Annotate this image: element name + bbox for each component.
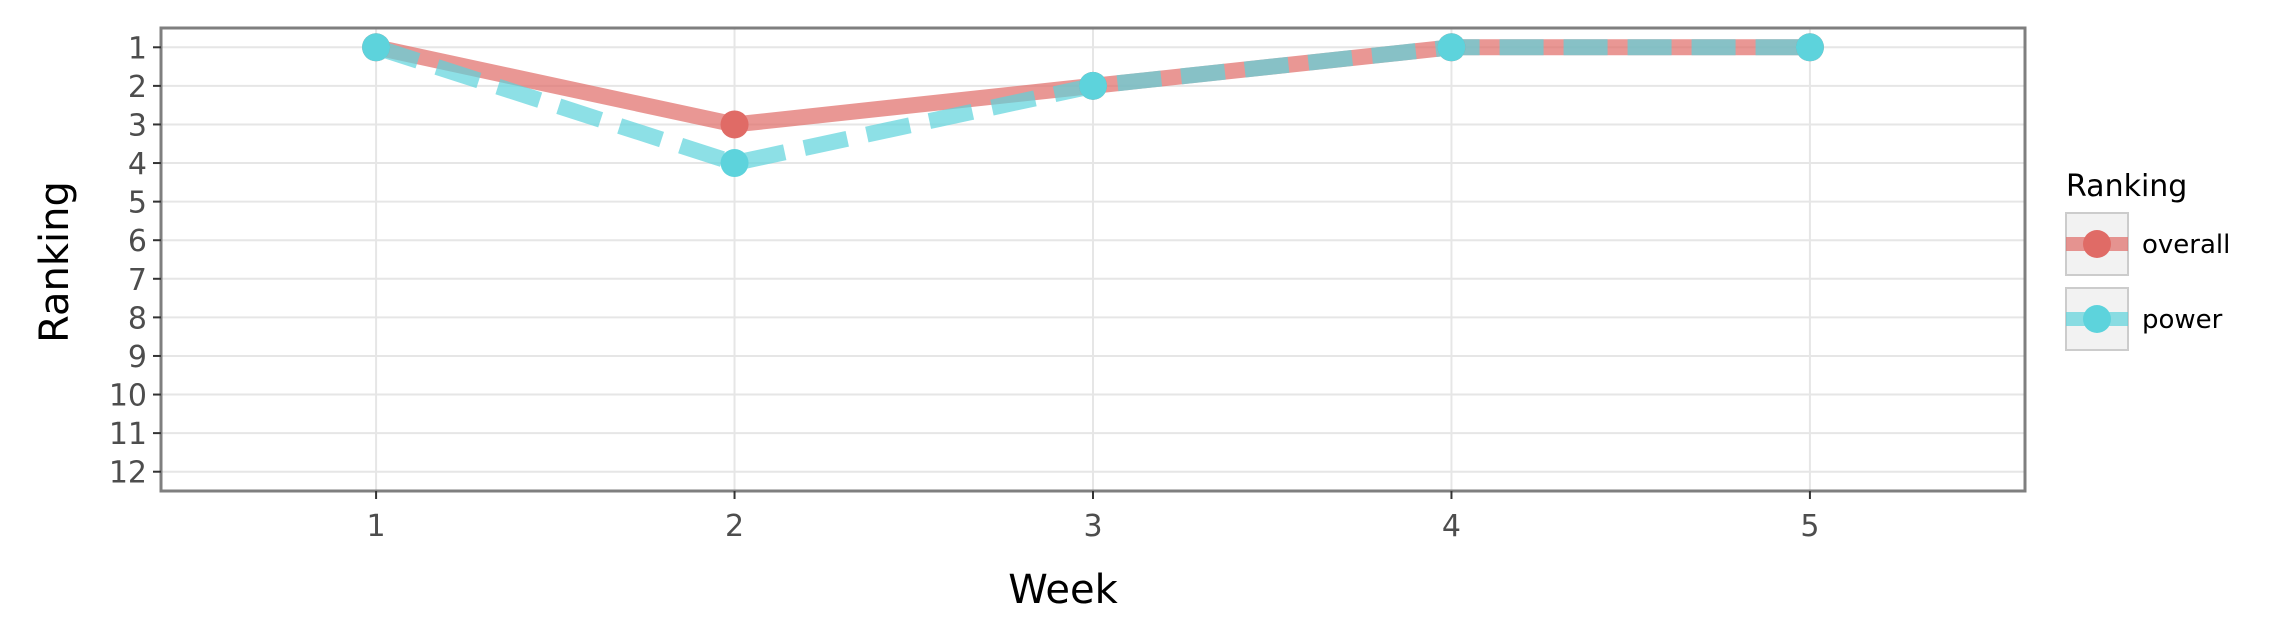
legend-label: power: [2142, 305, 2223, 335]
y-axis-title: Ranking: [32, 181, 78, 343]
legend-title: Ranking: [2066, 169, 2187, 204]
legend-label: overall: [2142, 230, 2230, 260]
data-point-overall: [720, 110, 749, 139]
x-tick-label: 2: [725, 509, 744, 544]
grid-lines: [161, 28, 2025, 491]
x-tick-label: 5: [1800, 509, 1819, 544]
data-point-power: [1079, 71, 1107, 100]
legend-item-overall: overall: [2065, 212, 2230, 276]
y-tick-label: 9: [128, 340, 147, 375]
legend-items: overall power: [2065, 212, 2230, 351]
y-tick-label: 7: [128, 263, 147, 298]
y-tick-label: 6: [128, 224, 147, 259]
legend: Ranking overall power: [2065, 169, 2230, 351]
series-points: [362, 33, 1824, 178]
data-point-power: [1437, 33, 1466, 62]
data-point-power: [362, 33, 391, 62]
y-tick-label: 11: [109, 417, 147, 452]
x-axis-ticks: 1 2 3 4 5: [367, 491, 1819, 544]
x-tick-label: 1: [367, 509, 386, 544]
y-tick-label: 8: [128, 301, 147, 336]
x-axis-title: Week: [1008, 567, 1118, 613]
x-tick-label: 3: [1083, 509, 1102, 544]
y-tick-label: 12: [109, 456, 147, 491]
y-tick-label: 4: [128, 147, 147, 182]
y-tick-label: 2: [128, 70, 147, 105]
data-point-power: [720, 149, 749, 178]
y-tick-label: 5: [128, 186, 147, 221]
y-tick-label: 1: [128, 31, 147, 66]
x-tick-label: 4: [1442, 509, 1461, 544]
data-point-power: [1795, 33, 1824, 62]
legend-item-power: power: [2065, 287, 2223, 351]
legend-point: [2083, 305, 2111, 333]
y-tick-label: 10: [109, 379, 147, 414]
legend-point: [2083, 230, 2111, 258]
y-tick-label: 3: [128, 108, 147, 143]
